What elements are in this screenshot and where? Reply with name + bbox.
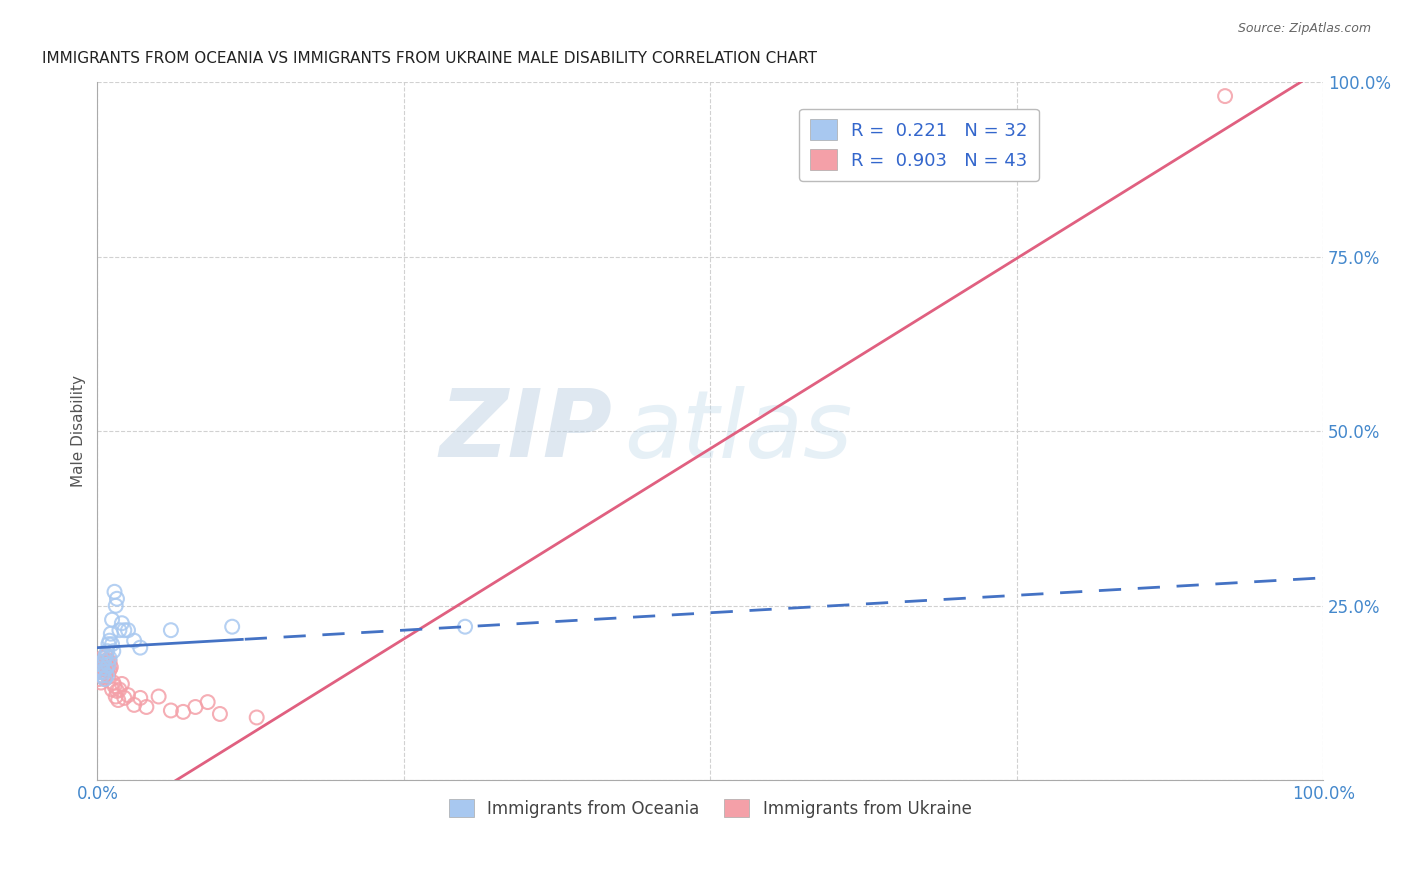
Point [122,698,145,712]
Point [89,668,111,682]
Point [93,665,115,679]
Point [97,660,120,674]
Point [97,637,120,651]
Point [117,623,139,637]
Point [101,682,124,697]
Point [98,655,121,669]
Point [112,623,135,637]
Point [208,706,231,721]
Text: Source: ZipAtlas.com: Source: ZipAtlas.com [1237,22,1371,36]
Point [108,682,131,697]
Point [90,675,112,690]
Point [105,684,128,698]
Point [93,665,115,679]
Point [94,656,117,670]
Point [103,675,125,690]
Point [129,690,152,705]
Point [103,679,125,693]
Point [100,626,122,640]
Point [108,623,131,637]
Point [160,704,183,718]
Point [93,651,115,665]
Point [98,663,121,677]
Point [101,637,124,651]
Point [105,591,128,606]
Point [184,700,207,714]
Point [148,690,170,704]
Point [246,710,269,724]
Point [91,651,114,665]
Point [122,633,145,648]
Point [1213,89,1236,103]
Point [94,667,117,681]
Point [104,599,127,613]
Point [103,584,125,599]
Point [94,662,117,676]
Point [111,616,134,631]
Point [107,693,129,707]
Point [91,662,114,676]
Point [221,620,243,634]
Point [91,668,114,682]
Point [172,705,194,719]
Point [93,670,115,684]
Point [98,633,121,648]
Text: ZIP: ZIP [439,385,612,477]
Point [97,658,120,673]
Point [98,651,121,665]
Point [87,672,110,686]
Point [90,662,112,676]
Point [101,613,124,627]
Point [96,663,118,677]
Point [96,653,118,667]
Point [93,655,115,669]
Text: atlas: atlas [624,385,852,476]
Point [103,644,125,658]
Point [112,690,135,705]
Point [91,658,114,673]
Point [454,620,477,634]
Point [96,668,118,682]
Point [94,648,117,662]
Point [93,672,115,686]
Text: IMMIGRANTS FROM OCEANIA VS IMMIGRANTS FROM UKRAINE MALE DISABILITY CORRELATION C: IMMIGRANTS FROM OCEANIA VS IMMIGRANTS FR… [42,51,817,66]
Point [100,660,122,674]
Point [94,648,117,663]
Point [111,677,134,691]
Point [96,644,118,658]
Point [89,658,111,673]
Point [93,672,115,686]
Point [104,690,127,704]
Point [97,670,120,684]
Point [89,665,111,679]
Point [93,655,115,669]
Legend: Immigrants from Oceania, Immigrants from Ukraine: Immigrants from Oceania, Immigrants from… [441,793,979,824]
Point [117,688,139,702]
Point [197,695,219,709]
Point [90,665,112,679]
Point [135,700,157,714]
Point [160,623,183,637]
Point [93,662,115,676]
Point [129,640,152,655]
Y-axis label: Male Disability: Male Disability [72,376,86,487]
